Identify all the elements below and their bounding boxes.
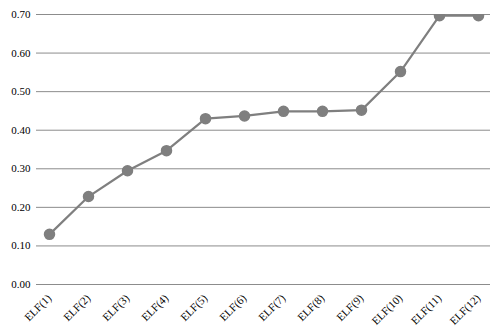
svg-text:0.60: 0.60 <box>11 47 31 59</box>
svg-text:ELF(3): ELF(3) <box>100 292 132 324</box>
svg-text:ELF(12): ELF(12) <box>447 292 483 328</box>
svg-text:ELF(4): ELF(4) <box>139 292 171 324</box>
svg-text:0.70: 0.70 <box>11 8 31 20</box>
svg-text:ELF(11): ELF(11) <box>408 292 444 328</box>
svg-text:ELF(7): ELF(7) <box>256 292 288 324</box>
svg-text:ELF(10): ELF(10) <box>369 292 405 328</box>
svg-text:0.30: 0.30 <box>11 162 31 174</box>
svg-text:0.10: 0.10 <box>11 239 31 251</box>
svg-text:ELF(1): ELF(1) <box>22 292 54 324</box>
svg-text:ELF(9): ELF(9) <box>334 292 366 324</box>
svg-text:0.50: 0.50 <box>11 85 31 97</box>
svg-text:0.40: 0.40 <box>11 124 31 136</box>
svg-text:0.20: 0.20 <box>11 201 31 213</box>
svg-text:0.00: 0.00 <box>11 278 31 290</box>
svg-text:ELF(8): ELF(8) <box>295 292 327 324</box>
svg-text:ELF(6): ELF(6) <box>217 292 249 324</box>
svg-text:ELF(5): ELF(5) <box>178 292 210 324</box>
svg-text:ELF(2): ELF(2) <box>61 292 93 324</box>
